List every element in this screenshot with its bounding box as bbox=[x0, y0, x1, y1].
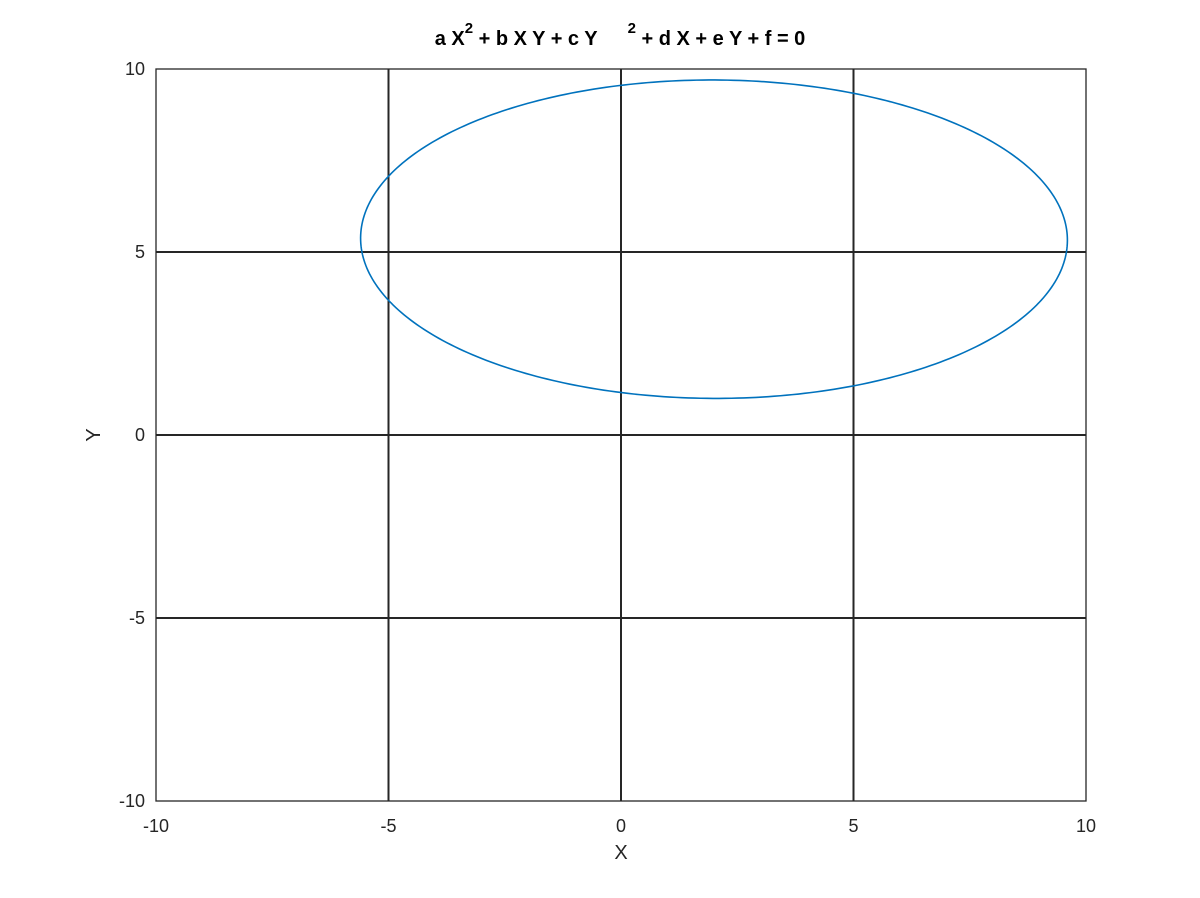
x-tick-label: -5 bbox=[380, 816, 396, 836]
title-part-2: + b X Y + c Y bbox=[473, 28, 598, 50]
x-tick-label: 10 bbox=[1076, 816, 1096, 836]
y-tick-label: 10 bbox=[125, 59, 145, 79]
y-tick-label: 0 bbox=[135, 425, 145, 445]
x-tick-label: 5 bbox=[848, 816, 858, 836]
title-part-3: + d X + e Y + f = 0 bbox=[636, 28, 805, 50]
axes-box bbox=[155, 68, 1087, 802]
ellipse-curve bbox=[359, 79, 1069, 400]
y-tick-label: 5 bbox=[135, 242, 145, 262]
x-axis-label: X bbox=[614, 842, 627, 864]
title-part-1: a X bbox=[435, 28, 466, 50]
x-tick-label: -10 bbox=[143, 816, 169, 836]
y-tick-labels: -10 -5 0 5 10 bbox=[119, 59, 145, 811]
title-sup-1: 2 bbox=[465, 20, 473, 37]
x-tick-labels: -10 -5 0 5 10 bbox=[143, 816, 1096, 836]
grid-lines bbox=[156, 69, 1086, 801]
x-tick-label: 0 bbox=[616, 816, 626, 836]
y-tick-label: -5 bbox=[129, 608, 145, 628]
y-axis-label: Y bbox=[83, 428, 105, 441]
title-sup-2: 2 bbox=[628, 20, 636, 37]
curve-layer bbox=[359, 79, 1069, 400]
y-tick-label: -10 bbox=[119, 791, 145, 811]
plot-area: -10 -5 0 5 10 -10 -5 0 5 10 bbox=[119, 59, 1096, 836]
